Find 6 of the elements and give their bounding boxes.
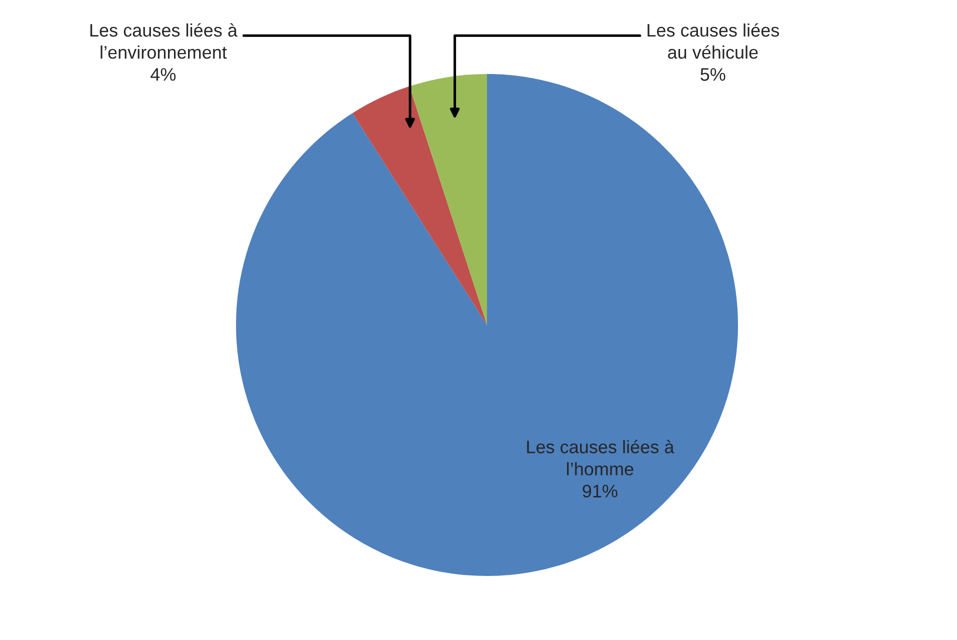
slice-label: Les causes liées à l’homme (527, 440, 674, 476)
data-label: 4% (150, 68, 176, 81)
data-label: 91% (582, 484, 618, 498)
slice-label: Les causes liées à l’environnement (90, 23, 238, 59)
slice-label: Les causes liées au véhicule (648, 23, 779, 59)
data-label: 5% (700, 68, 726, 81)
